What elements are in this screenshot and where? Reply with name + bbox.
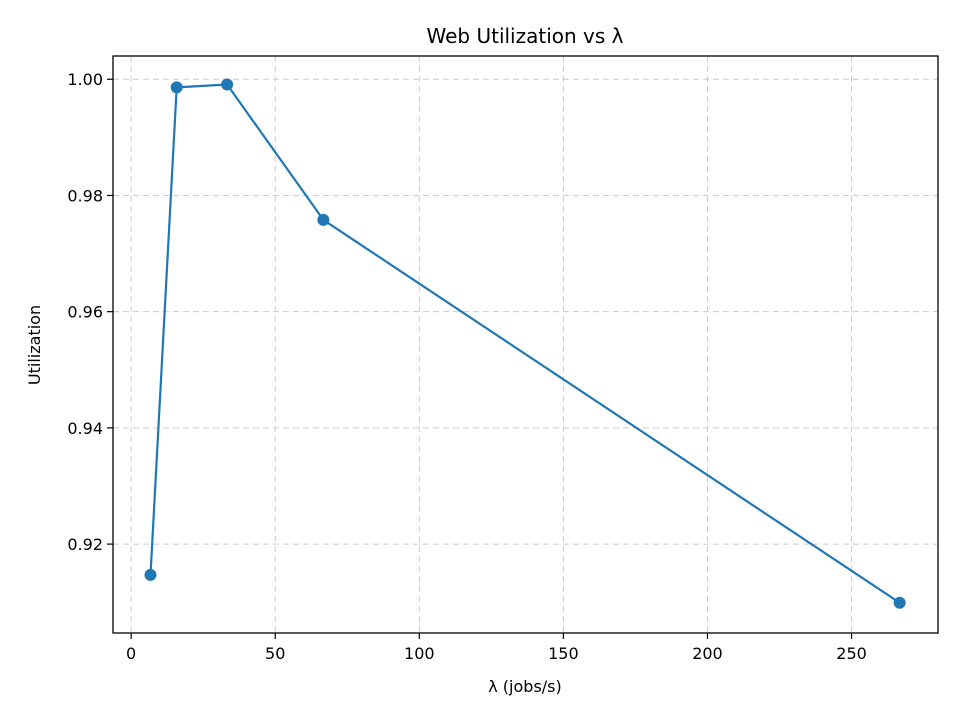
x-tick-label: 250	[836, 644, 867, 663]
grid	[113, 56, 938, 633]
data-point	[221, 78, 234, 91]
data-point	[317, 213, 330, 226]
y-tick-label: 0.94	[67, 419, 103, 438]
chart-title: Web Utilization vs λ	[427, 24, 624, 48]
x-tick-label: 150	[548, 644, 579, 663]
data-point	[893, 596, 906, 609]
y-tick-label: 1.00	[67, 70, 103, 89]
x-tick-label: 100	[404, 644, 435, 663]
y-axis: 0.92 0.94 0.96 0.98 1.00	[67, 70, 113, 554]
x-axis-label: λ (jobs/s)	[488, 677, 562, 696]
x-tick-label: 0	[126, 644, 136, 663]
y-tick-label: 0.92	[67, 535, 103, 554]
x-tick-label: 200	[692, 644, 723, 663]
y-axis-label: Utilization	[25, 305, 44, 385]
y-tick-label: 0.98	[67, 186, 103, 205]
data-point	[170, 81, 183, 94]
data-point	[144, 568, 157, 581]
y-tick-label: 0.96	[67, 303, 103, 322]
plot-frame	[112, 55, 939, 634]
data-series	[144, 78, 906, 609]
x-axis: 0 50 100 150 200 250	[126, 633, 867, 663]
x-tick-label: 50	[265, 644, 285, 663]
